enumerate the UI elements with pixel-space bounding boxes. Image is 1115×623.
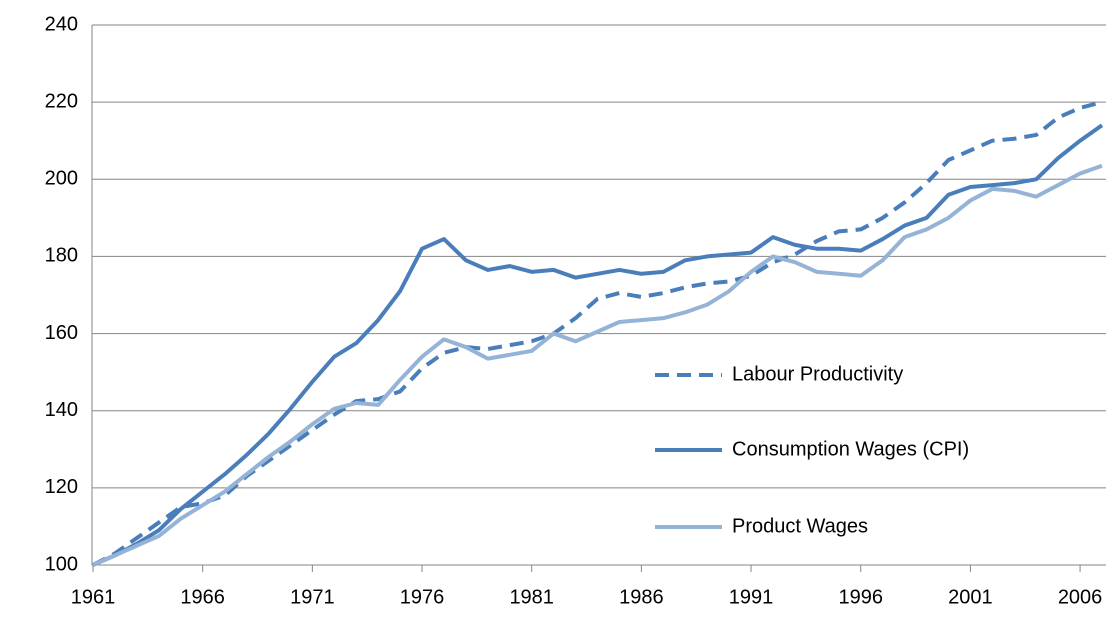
y-tick-label: 160 bbox=[45, 322, 78, 344]
x-tick-label: 1991 bbox=[729, 586, 774, 608]
x-tick-label: 1981 bbox=[509, 586, 554, 608]
x-tick-label: 1966 bbox=[180, 586, 225, 608]
y-tick-label: 200 bbox=[45, 168, 78, 190]
series-line bbox=[92, 100, 1103, 567]
series-line bbox=[92, 163, 1103, 567]
legend-label: Product Wages bbox=[732, 515, 868, 537]
y-tick-label: 140 bbox=[45, 399, 78, 421]
legend-label: Labour Productivity bbox=[732, 363, 903, 385]
y-tick-label: 100 bbox=[45, 553, 78, 575]
x-tick-label: 1961 bbox=[71, 586, 116, 608]
y-tick-label: 120 bbox=[45, 476, 78, 498]
x-tick-label: 1996 bbox=[838, 586, 883, 608]
series-line bbox=[92, 123, 1104, 567]
x-tick-label: 1976 bbox=[400, 586, 445, 608]
legend-label: Consumption Wages (CPI) bbox=[732, 438, 969, 460]
x-tick-label: 1971 bbox=[290, 586, 335, 608]
y-tick-label: 240 bbox=[45, 13, 78, 35]
y-tick-label: 220 bbox=[45, 90, 78, 112]
x-tick-label: 1986 bbox=[619, 586, 664, 608]
x-tick-label: 2001 bbox=[948, 586, 993, 608]
y-tick-label: 180 bbox=[45, 245, 78, 267]
x-tick-label: 2006 bbox=[1058, 586, 1103, 608]
